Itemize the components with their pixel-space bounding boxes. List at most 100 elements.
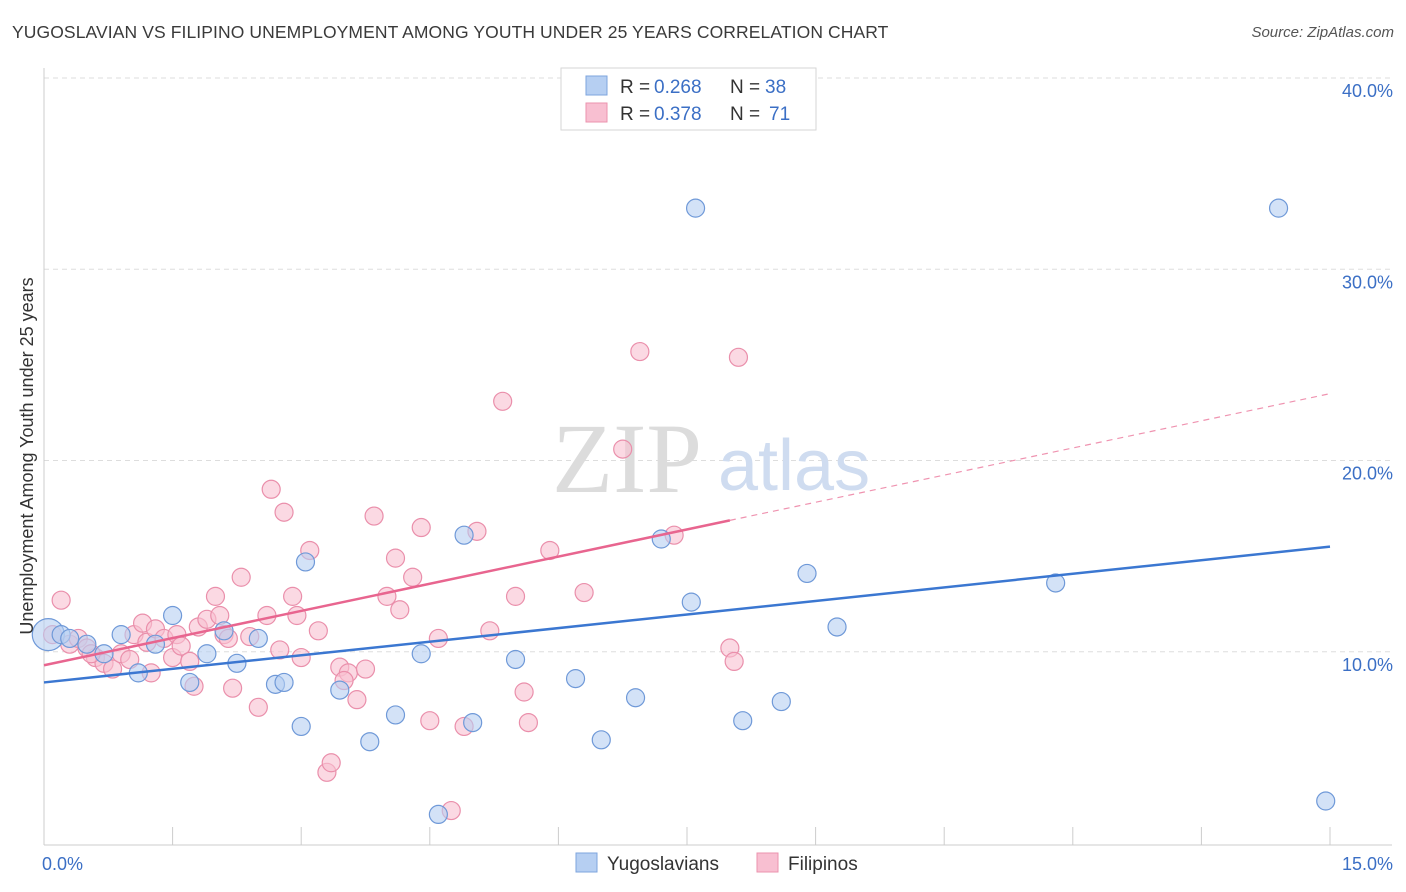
point-yugoslavians — [248, 628, 268, 649]
trend-lines — [43, 393, 1331, 684]
point-filipinos — [613, 439, 633, 459]
source-label: Source: ZipAtlas.com — [1251, 24, 1394, 41]
point-yugoslavians — [827, 617, 847, 637]
point-filipinos — [505, 586, 526, 606]
point-filipinos — [403, 567, 423, 587]
point-yugoslavians — [163, 605, 183, 626]
x-tick-label-max: 15.0% — [1342, 854, 1393, 874]
point-yugoslavians — [428, 804, 448, 825]
point-filipinos — [248, 697, 268, 717]
legend-r-value: 0.378 — [654, 104, 702, 125]
point-filipinos — [728, 347, 749, 367]
point-filipinos — [51, 590, 71, 610]
data-points — [31, 198, 1336, 825]
point-filipinos — [518, 712, 538, 733]
point-yugoslavians — [1268, 198, 1289, 218]
point-yugoslavians — [77, 634, 97, 654]
bottom-legend: Yugoslavians Filipinos — [575, 852, 858, 875]
point-yugoslavians — [733, 711, 753, 731]
point-yugoslavians — [797, 563, 817, 584]
point-filipinos — [257, 605, 277, 626]
point-filipinos — [355, 659, 376, 679]
y-tick-label: 40.0% — [1342, 81, 1393, 101]
point-filipinos — [390, 600, 410, 620]
watermark-zip: ZIP — [552, 403, 702, 514]
point-yugoslavians — [565, 669, 586, 689]
trend-line-extension-filipinos — [729, 393, 1331, 521]
point-yugoslavians — [197, 644, 217, 664]
bottom-legend-swatch-yugoslavians — [575, 852, 598, 873]
watermark: ZIP atlas — [552, 403, 870, 514]
point-filipinos — [724, 651, 744, 672]
legend-n-label: N = — [730, 77, 760, 98]
point-filipinos — [231, 567, 251, 587]
point-yugoslavians — [291, 716, 311, 737]
point-yugoslavians — [385, 705, 406, 725]
point-filipinos — [493, 391, 513, 411]
y-axis-title: Unemployment Among Youth under 25 years — [17, 277, 37, 634]
watermark-atlas: atlas — [718, 426, 870, 506]
point-yugoslavians — [214, 621, 234, 641]
bottom-legend-yugoslavians: Yugoslavians — [607, 854, 719, 875]
y-tick-label: 10.0% — [1342, 655, 1393, 675]
point-filipinos — [308, 621, 328, 641]
x-tick-label-min: 0.0% — [42, 854, 83, 874]
point-filipinos — [420, 711, 440, 731]
legend-swatch-filipinos — [585, 102, 608, 123]
point-yugoslavians — [1316, 791, 1336, 811]
axes — [43, 68, 1392, 846]
point-yugoslavians — [463, 712, 483, 733]
point-yugoslavians — [771, 691, 791, 712]
y-tick-label: 30.0% — [1342, 272, 1393, 292]
bottom-legend-swatch-filipinos — [756, 852, 779, 873]
point-yugoslavians — [505, 649, 526, 670]
point-yugoslavians — [1046, 573, 1066, 593]
point-yugoslavians — [60, 628, 80, 649]
y-tick-label: 20.0% — [1342, 464, 1393, 484]
legend-swatch-yugoslavians — [585, 75, 608, 96]
gridlines — [44, 77, 1392, 653]
point-filipinos — [377, 586, 397, 606]
point-filipinos — [287, 605, 307, 626]
point-yugoslavians — [591, 730, 611, 750]
point-filipinos — [261, 479, 281, 499]
point-filipinos — [120, 649, 140, 670]
point-filipinos — [347, 690, 367, 710]
trend-line-filipinos — [43, 519, 731, 667]
point-filipinos — [205, 586, 226, 606]
point-filipinos — [364, 506, 384, 526]
point-yugoslavians — [411, 644, 431, 664]
point-yugoslavians — [111, 625, 131, 645]
point-filipinos — [283, 586, 303, 606]
point-yugoslavians — [180, 672, 200, 693]
tick-labels: 10.0% 20.0% 30.0% 40.0% 0.0% 15.0% — [42, 81, 1393, 874]
legend-n-label: N = — [730, 104, 760, 125]
point-yugoslavians — [295, 552, 316, 572]
point-filipinos — [385, 548, 406, 568]
point-filipinos — [411, 517, 431, 538]
legend-r-value: 0.268 — [654, 77, 702, 98]
point-filipinos — [291, 647, 311, 668]
legend-r-label: R = — [620, 77, 650, 98]
point-filipinos — [223, 678, 243, 698]
legend: R = 0.268 N = 38 R = 0.378 N = 71 — [560, 67, 817, 131]
legend-r-label: R = — [620, 104, 650, 125]
point-yugoslavians — [360, 732, 380, 752]
point-yugoslavians — [330, 680, 350, 700]
point-filipinos — [428, 628, 448, 649]
point-filipinos — [574, 582, 594, 603]
chart-title: YUGOSLAVIAN VS FILIPINO UNEMPLOYMENT AMO… — [12, 22, 889, 42]
point-filipinos — [274, 502, 294, 522]
point-yugoslavians — [685, 198, 706, 218]
legend-n-value: 38 — [765, 77, 786, 98]
bottom-legend-filipinos: Filipinos — [788, 854, 858, 875]
trend-line-yugoslavians — [43, 545, 1331, 684]
point-yugoslavians — [274, 672, 294, 693]
point-filipinos — [514, 682, 534, 702]
point-yugoslavians — [454, 525, 474, 545]
point-filipinos — [630, 341, 650, 362]
point-filipinos — [270, 640, 290, 660]
legend-n-value: 71 — [769, 104, 790, 125]
point-yugoslavians — [625, 688, 646, 708]
